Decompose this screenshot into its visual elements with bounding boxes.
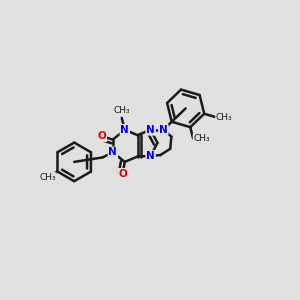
Text: CH₃: CH₃ [39, 172, 56, 182]
Text: O: O [98, 131, 106, 141]
Text: N: N [109, 147, 117, 158]
Text: N: N [120, 125, 129, 135]
Text: CH₃: CH₃ [216, 112, 232, 122]
Text: N: N [146, 125, 155, 135]
Text: CH₃: CH₃ [193, 134, 210, 143]
Text: N: N [146, 151, 155, 161]
Text: CH₃: CH₃ [113, 106, 130, 115]
Text: O: O [118, 169, 127, 179]
Text: N: N [159, 125, 168, 135]
